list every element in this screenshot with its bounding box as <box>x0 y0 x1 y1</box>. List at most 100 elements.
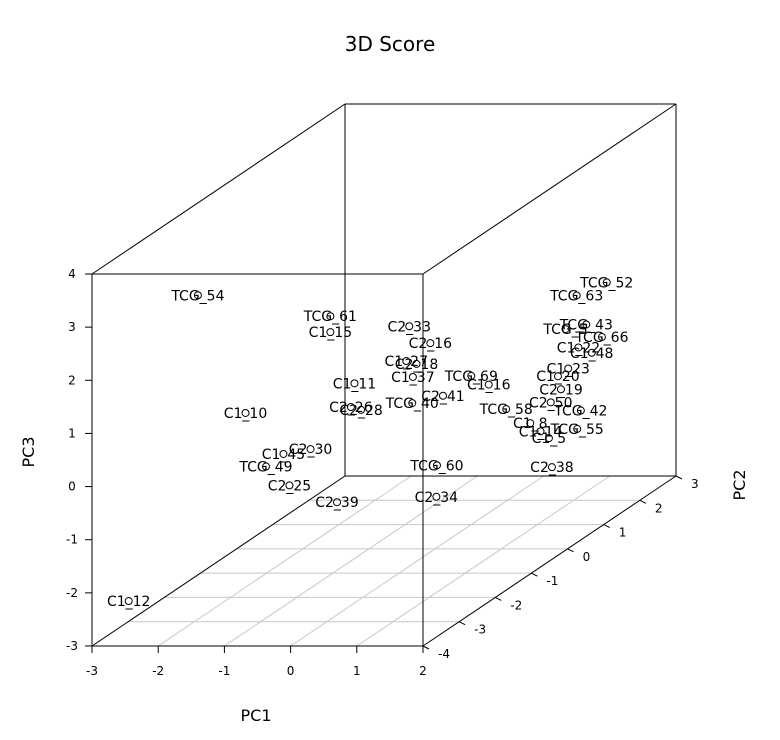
data-point <box>261 462 270 471</box>
data-point <box>326 328 335 337</box>
point-label: TCG_49 <box>238 460 292 476</box>
tick-label: -2 <box>66 586 78 600</box>
data-point <box>572 291 581 300</box>
point-label: C2_19 <box>539 382 583 398</box>
tick-label: 4 <box>68 267 76 281</box>
data-point <box>402 357 411 366</box>
tick-label: -3 <box>474 623 486 637</box>
y-tick <box>495 596 502 601</box>
data-point <box>467 371 476 380</box>
data-point <box>574 343 583 352</box>
tick-label: 2 <box>419 664 427 678</box>
point-label: C1_22 <box>557 340 601 356</box>
data-point <box>241 408 250 417</box>
data-point <box>412 359 421 368</box>
data-point <box>582 320 591 329</box>
data-point <box>432 492 441 501</box>
y-axis-label: PC2 <box>730 470 749 501</box>
point-label: C1_15 <box>309 325 353 341</box>
y-tick <box>639 499 647 504</box>
tick-label: 2 <box>655 501 663 515</box>
data-point <box>432 461 441 470</box>
floor-grid <box>128 475 640 647</box>
point-label: C2_18 <box>395 357 439 373</box>
point-label: C1_20 <box>536 369 580 385</box>
point-label: TCG_60 <box>409 458 463 474</box>
tick-label: 0 <box>583 550 591 564</box>
tick-label: -2 <box>510 598 522 612</box>
data-point <box>426 339 435 348</box>
data-point <box>124 597 133 606</box>
tick-label: 0 <box>287 664 295 678</box>
tick-label: 1 <box>619 526 627 540</box>
z-axis-label: PC3 <box>19 437 38 468</box>
point-label: TCG_58 <box>479 402 533 418</box>
tick-label: -3 <box>86 664 98 678</box>
chart-title: 3D Score <box>345 32 436 56</box>
y-tick <box>567 548 574 553</box>
point-label: C2_50 <box>529 395 573 411</box>
data-point <box>346 403 355 412</box>
y-tick <box>458 621 466 626</box>
point-label: TCG_52 <box>579 275 633 291</box>
data-point <box>306 445 315 454</box>
data-point <box>405 322 414 331</box>
data-point <box>350 379 359 388</box>
frame-edge <box>422 475 677 647</box>
point-label: TCG_63 <box>549 288 603 304</box>
data-point <box>602 278 611 287</box>
tick-label: -3 <box>66 639 78 653</box>
data-point <box>326 312 335 321</box>
y-tick <box>531 572 538 577</box>
box-frame <box>91 103 677 647</box>
tick-label: -2 <box>152 664 164 678</box>
point-label: C1_14 <box>519 424 563 440</box>
x-axis-label: PC1 <box>241 706 272 725</box>
data-point <box>285 481 294 490</box>
data-point <box>544 434 553 443</box>
grid-line <box>356 475 611 647</box>
tick-label: 1 <box>353 664 361 678</box>
point-label: TCG_55 <box>550 422 604 438</box>
data-point <box>526 419 535 428</box>
point-label: C2_26 <box>329 400 373 416</box>
tick-label: -4 <box>438 647 450 661</box>
point-label: C2_38 <box>530 460 574 476</box>
data-point <box>408 372 417 381</box>
axis-ticks: -3 -2 -1 0 1 2 -3 -2 -1 0 1 2 3 4 -4 -3 -2 -1 0 1 2 3 <box>66 267 699 678</box>
data-point <box>536 427 545 436</box>
point-label: TCG_54 <box>170 288 224 304</box>
data-point <box>333 498 342 507</box>
data-point <box>587 348 596 357</box>
data-point <box>547 463 556 472</box>
data-point <box>279 449 288 458</box>
data-point <box>564 364 573 373</box>
tick-label: -1 <box>66 533 78 547</box>
y-tick <box>603 524 610 529</box>
data-point <box>438 391 447 400</box>
point-label: TCG_61 <box>303 309 357 325</box>
data-point <box>484 380 493 389</box>
tick-label: -1 <box>218 664 230 678</box>
point-label: TCG_42 <box>553 404 607 420</box>
data-point <box>597 333 606 342</box>
data-point <box>546 398 555 407</box>
data-point <box>357 405 366 414</box>
point-label: C2_33 <box>388 319 432 335</box>
tick-label: -1 <box>546 574 558 588</box>
point-label: TCG_66 <box>574 330 628 346</box>
point-label: C2_16 <box>409 336 453 352</box>
point-label: C2_25 <box>268 478 312 494</box>
data-point <box>556 385 565 394</box>
point-label: C2_41 <box>421 389 465 405</box>
point-label: C2_30 <box>289 442 333 458</box>
data-point <box>408 399 417 408</box>
data-point <box>553 372 562 381</box>
tick-label: 3 <box>68 320 76 334</box>
point-label: TCG_69 <box>444 369 498 385</box>
tick-label: 0 <box>68 480 76 494</box>
point-label: C1_16 <box>467 378 511 394</box>
tick-label: 1 <box>68 426 76 440</box>
point-label: C2_39 <box>315 495 359 511</box>
frame-edge <box>91 475 346 647</box>
